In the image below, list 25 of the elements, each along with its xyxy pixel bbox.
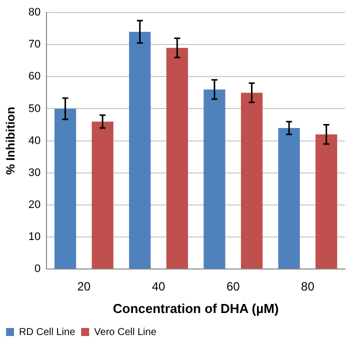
bar (278, 128, 300, 268)
y-tick-label: 60 (28, 70, 41, 83)
legend-label: RD Cell Line (19, 326, 76, 338)
legend-label: Vero Cell Line (94, 326, 157, 338)
bar (54, 108, 76, 268)
x-tick-label: 80 (301, 280, 315, 294)
y-tick-label: 70 (28, 38, 41, 51)
bar (129, 32, 151, 268)
x-tick-label: 60 (226, 280, 240, 294)
y-tick-label: 30 (28, 166, 41, 179)
y-tick-label: 50 (28, 102, 41, 115)
y-tick-label: 40 (28, 134, 41, 147)
bar (316, 134, 338, 268)
x-axis-title: Concentration of DHA (µM) (112, 300, 279, 316)
y-tick-label: 80 (28, 6, 41, 19)
bar (166, 48, 188, 268)
y-tick-label: 10 (28, 230, 41, 243)
bar (240, 92, 263, 268)
y-tick-label: 20 (28, 198, 41, 211)
x-tick-label: 40 (152, 280, 166, 294)
x-tick-label: 20 (77, 280, 91, 294)
bar (92, 122, 114, 268)
y-tick-label: 0 (34, 263, 41, 276)
y-axis-title: % Inhibition (4, 106, 18, 175)
bar (204, 90, 226, 268)
